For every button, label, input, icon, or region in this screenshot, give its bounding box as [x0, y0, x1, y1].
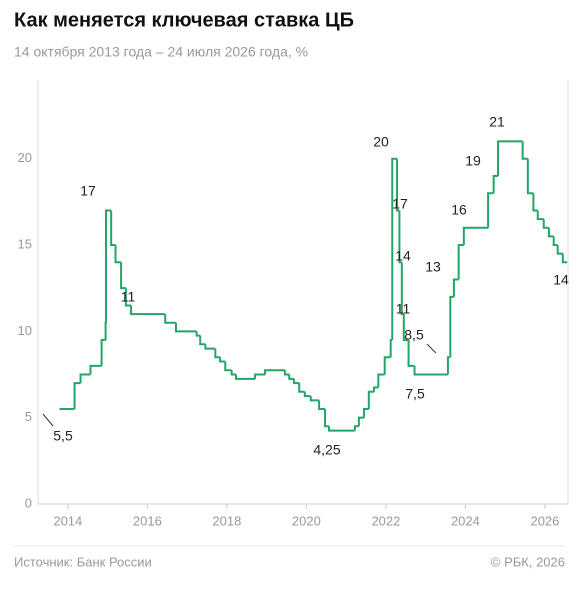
rate-step [378, 375, 384, 388]
y-tick-label: 0 [25, 495, 32, 510]
rate-step [448, 357, 450, 374]
data-label: 5,5 [53, 428, 73, 444]
x-tick-label: 2014 [53, 513, 82, 528]
rate-step [220, 357, 225, 361]
rate-step [215, 349, 220, 358]
rate-step [121, 262, 126, 288]
rate-step [549, 228, 554, 237]
rate-step [459, 245, 464, 280]
rate-step [409, 340, 415, 366]
rate-step [232, 370, 236, 374]
y-tick-label: 20 [18, 150, 32, 165]
rate-step [494, 176, 498, 193]
data-label: 14 [395, 248, 411, 264]
data-label: 14 [553, 272, 569, 288]
rate-step [374, 387, 378, 391]
y-tick-label: 15 [18, 236, 32, 251]
x-tick-label: 2018 [212, 513, 241, 528]
rate-step [102, 340, 106, 366]
x-tick-label: 2020 [292, 513, 321, 528]
x-tick-label: 2026 [530, 513, 559, 528]
rate-step [305, 392, 311, 396]
rate-step [454, 280, 459, 297]
rate-step [498, 141, 523, 176]
rate-step [528, 159, 534, 194]
x-tick-label: 2022 [371, 513, 400, 528]
rate-step [255, 375, 265, 379]
rate-step [554, 236, 558, 245]
data-label: 11 [121, 289, 136, 305]
source: Источник: Банк России [14, 554, 152, 569]
rate-step [364, 409, 369, 418]
rate-step [563, 254, 567, 263]
rate-step [116, 245, 122, 262]
rate-step [197, 331, 201, 335]
rate-step [90, 366, 101, 375]
rate-step [200, 336, 205, 345]
rate-step [523, 141, 528, 158]
data-label: 21 [489, 114, 505, 130]
rate-step [289, 375, 294, 379]
rate-step [355, 426, 359, 430]
rate-step [533, 193, 537, 210]
rate-step [329, 426, 355, 430]
rate-step [131, 305, 165, 314]
data-label: 4,25 [313, 442, 340, 458]
rate-step [325, 409, 329, 426]
rate-step [294, 379, 299, 383]
rate-step [391, 340, 393, 357]
leader [43, 414, 53, 426]
rate-step [450, 297, 454, 357]
rate-step [111, 210, 115, 245]
rate-step [311, 396, 319, 400]
data-label: 8,5 [404, 327, 424, 343]
data-label: 11 [396, 301, 411, 317]
rate-step [176, 323, 197, 332]
rate-step [319, 400, 325, 409]
y-tick-label: 10 [18, 323, 32, 338]
rate-step [205, 344, 215, 348]
rate-step [225, 362, 231, 371]
data-label: 17 [392, 196, 408, 212]
data-label: 7,5 [405, 386, 425, 402]
x-tick-label: 2016 [133, 513, 162, 528]
rate-step [265, 370, 285, 374]
leader [427, 344, 436, 353]
rate-step [75, 383, 81, 409]
rate-step [359, 418, 364, 427]
rate-step [285, 370, 289, 374]
rate-step [538, 210, 544, 219]
y-tick-label: 5 [25, 409, 32, 424]
data-label: 13 [425, 259, 441, 275]
rate-step [464, 228, 488, 245]
data-label: 17 [80, 183, 96, 199]
rate-step [488, 193, 494, 228]
data-label: 19 [465, 153, 481, 169]
chart-title: Как меняется ключевая ставка ЦБ [14, 9, 354, 31]
x-tick-label: 2024 [451, 513, 480, 528]
rate-step [299, 383, 305, 392]
credit: © РБК, 2026 [491, 554, 565, 569]
rate-step [544, 219, 549, 228]
data-label: 20 [373, 134, 389, 150]
rate-step [415, 366, 448, 375]
rate-step [385, 357, 391, 374]
rate-step [81, 375, 91, 384]
rate-step [369, 392, 374, 409]
rate-step [236, 375, 255, 379]
data-label: 16 [451, 202, 467, 218]
chart-subtitle: 14 октября 2013 года – 24 июля 2026 года… [14, 44, 308, 60]
rate-step [165, 314, 176, 323]
rate-step [558, 245, 563, 254]
